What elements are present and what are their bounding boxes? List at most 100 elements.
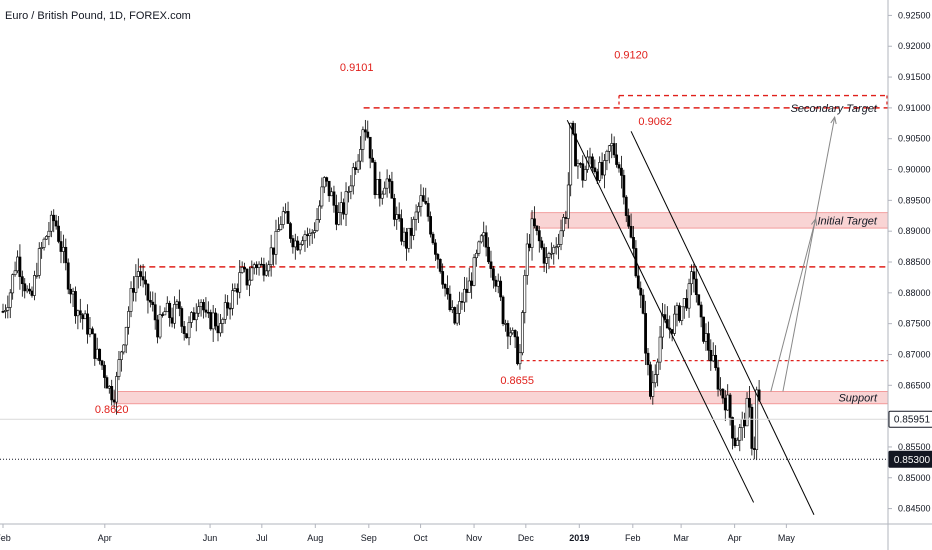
candle-body bbox=[475, 253, 478, 259]
candle-body bbox=[620, 167, 623, 176]
candle-body bbox=[467, 280, 471, 293]
candle-body bbox=[61, 246, 65, 252]
candle-body bbox=[731, 417, 734, 439]
y-tick-label: 0.88000 bbox=[898, 288, 931, 298]
candle-body bbox=[98, 348, 102, 362]
candle-body bbox=[535, 225, 539, 231]
y-tick-label: 0.85000 bbox=[898, 473, 931, 483]
candle-body bbox=[1, 311, 5, 313]
candle-body bbox=[269, 247, 273, 266]
x-tick-label: Apr bbox=[728, 533, 742, 543]
candle-body bbox=[214, 312, 217, 327]
candle-body bbox=[30, 290, 34, 296]
candle-body bbox=[424, 200, 428, 204]
candle-body bbox=[76, 310, 80, 317]
x-tick-label: Apr bbox=[98, 533, 112, 543]
candle-body bbox=[158, 314, 162, 338]
x-tick-label: Aug bbox=[307, 533, 323, 543]
y-tick-label: 0.90500 bbox=[898, 134, 931, 144]
candle-body bbox=[78, 310, 82, 316]
candle-body bbox=[74, 291, 77, 317]
candle-body bbox=[20, 276, 24, 285]
candle-body bbox=[533, 218, 536, 227]
candle-body bbox=[653, 374, 657, 384]
candle-body bbox=[716, 367, 720, 390]
candle-body bbox=[221, 319, 225, 324]
candle-body bbox=[697, 294, 701, 306]
candle-body bbox=[656, 361, 660, 375]
candle-body bbox=[622, 175, 626, 198]
reference-lines-layer bbox=[0, 418, 888, 460]
candle-body bbox=[28, 288, 31, 292]
candle-body bbox=[37, 248, 41, 276]
candle-body bbox=[115, 376, 118, 403]
candle-body bbox=[16, 256, 19, 272]
candle-body bbox=[289, 223, 292, 239]
candle-body bbox=[260, 263, 263, 266]
candle-body bbox=[153, 304, 157, 321]
candle-body bbox=[434, 242, 437, 255]
candle-body bbox=[574, 133, 577, 167]
candle-body bbox=[148, 299, 152, 303]
candle-body bbox=[581, 163, 585, 181]
candle-body bbox=[752, 448, 756, 450]
candle-body bbox=[57, 225, 60, 242]
candle-body bbox=[231, 290, 234, 309]
candle-body bbox=[368, 136, 372, 159]
candle-body bbox=[6, 307, 10, 311]
candle-body bbox=[124, 326, 128, 346]
candle-body bbox=[542, 247, 546, 264]
candle-body bbox=[194, 312, 198, 321]
reference-price-tag bbox=[888, 410, 932, 428]
target-arrow-line bbox=[782, 117, 836, 392]
candle-body bbox=[376, 179, 379, 196]
y-tick-label: 0.84500 bbox=[898, 504, 931, 514]
candle-body bbox=[496, 280, 500, 287]
candle-body bbox=[494, 279, 498, 287]
candle-body bbox=[327, 180, 331, 197]
candle-body bbox=[453, 307, 457, 324]
candle-body bbox=[649, 364, 652, 397]
candle-body bbox=[206, 311, 210, 314]
candle-body bbox=[356, 160, 360, 171]
candle-body bbox=[429, 216, 432, 235]
candle-body bbox=[168, 302, 172, 319]
candle-body bbox=[204, 309, 208, 313]
zones-layer bbox=[114, 94, 889, 405]
candle-body bbox=[721, 388, 725, 399]
candle-body bbox=[175, 301, 179, 305]
candle-body bbox=[267, 264, 271, 272]
candle-body bbox=[272, 247, 275, 255]
candle-body bbox=[252, 264, 256, 269]
candle-body bbox=[255, 264, 259, 268]
candle-body bbox=[276, 229, 280, 232]
candle-body bbox=[303, 234, 307, 242]
candle-body bbox=[455, 312, 459, 324]
x-tick-label: Mar bbox=[673, 533, 689, 543]
candle-body bbox=[49, 214, 53, 232]
candle-body bbox=[93, 333, 97, 359]
candle-body bbox=[52, 214, 56, 222]
x-tick-label: Sep bbox=[361, 533, 377, 543]
candle-body bbox=[470, 280, 474, 286]
candle-body bbox=[281, 211, 285, 225]
candle-body bbox=[726, 394, 730, 411]
candle-body bbox=[511, 330, 515, 334]
candle-body bbox=[699, 304, 703, 318]
candle-body bbox=[692, 271, 696, 280]
candle-body bbox=[136, 271, 140, 277]
candle-body bbox=[33, 275, 36, 296]
candle-body bbox=[250, 267, 254, 281]
candle-body bbox=[714, 354, 718, 369]
candle-body bbox=[156, 319, 160, 338]
candle-body bbox=[83, 313, 87, 320]
candle-body bbox=[745, 398, 749, 427]
candle-body bbox=[69, 288, 73, 295]
candle-body bbox=[607, 145, 611, 152]
candle-body bbox=[129, 288, 133, 312]
candle-body bbox=[334, 205, 338, 225]
candle-body bbox=[163, 311, 167, 316]
target-arrow-head bbox=[830, 115, 837, 125]
candle-body bbox=[40, 247, 44, 249]
